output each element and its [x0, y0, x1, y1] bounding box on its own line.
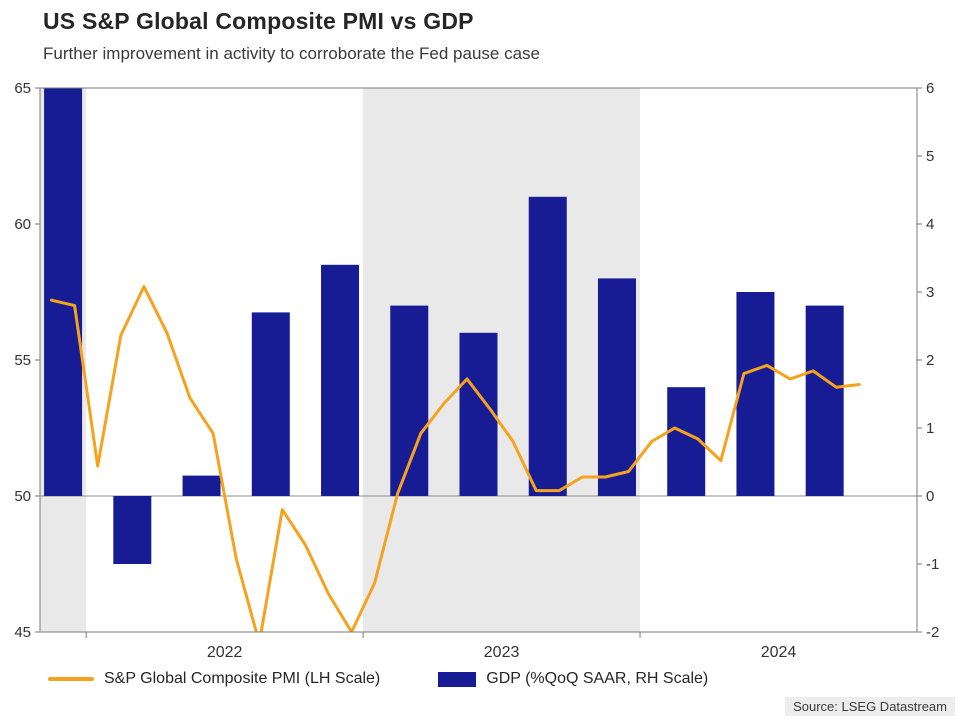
legend: S&P Global Composite PMI (LH Scale) GDP … [48, 670, 708, 688]
chart-subtitle: Further improvement in activity to corro… [43, 44, 541, 63]
legend-label-gdp: GDP (%QoQ SAAR, RH Scale) [486, 670, 709, 687]
gdp-bar [251, 312, 290, 496]
right-axis-tick-label: 6 [926, 80, 934, 97]
right-axis-tick-label: 3 [926, 284, 934, 301]
right-axis-tick-label: -1 [926, 556, 939, 573]
left-axis-tick-label: 55 [14, 352, 31, 369]
left-axis-tick-label: 60 [14, 216, 31, 233]
gdp-bar [113, 496, 152, 564]
x-axis-year-label: 2023 [484, 644, 520, 661]
gdp-bar [44, 88, 83, 496]
right-axis-tick-label: 4 [926, 216, 934, 233]
right-axis-tick-label: 1 [926, 420, 934, 437]
x-axis-year-label: 2022 [207, 644, 243, 661]
gdp-bar [182, 475, 221, 496]
gdp-bar [528, 196, 567, 497]
pmi-line-swatch [48, 677, 94, 681]
right-axis-tick-label: 2 [926, 352, 934, 369]
pmi-line [50, 285, 861, 632]
legend-label-pmi: S&P Global Composite PMI (LH Scale) [104, 670, 381, 687]
chart-title: US S&P Global Composite PMI vs GDP [43, 8, 474, 34]
gdp-bars [44, 88, 844, 564]
gdp-bar [805, 305, 844, 496]
gdp-bar-swatch [438, 671, 477, 687]
legend-item-gdp: GDP (%QoQ SAAR, RH Scale) [438, 670, 708, 688]
gdp-bar [736, 292, 775, 496]
left-axis-tick-label: 65 [14, 80, 31, 97]
gdp-bar [321, 264, 360, 496]
right-axis-tick-label: -2 [926, 624, 939, 641]
x-axis-year-label: 2024 [761, 644, 797, 661]
gdp-bar [597, 278, 636, 496]
left-axis-tick-label: 45 [14, 624, 31, 641]
left-axis-tick-label: 50 [14, 488, 31, 505]
gdp-bar [459, 332, 498, 496]
right-axis-tick-label: 0 [926, 488, 934, 505]
right-axis-tick-label: 5 [926, 148, 934, 165]
legend-item-pmi: S&P Global Composite PMI (LH Scale) [48, 670, 380, 688]
source-note: Source: LSEG Datastream [785, 697, 955, 716]
